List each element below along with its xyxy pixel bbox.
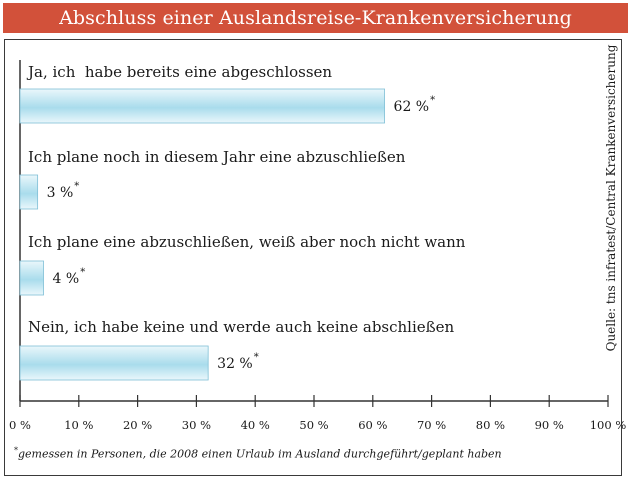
x-tick-label: 0 % (9, 418, 31, 432)
bar (19, 345, 209, 381)
x-tick-label: 10 % (64, 418, 93, 432)
x-tick-label: 80 % (476, 418, 505, 432)
x-tick-label: 90 % (535, 418, 564, 432)
data-label: 4 % (53, 271, 80, 287)
category-label: Ich plane noch in diesem Jahr eine abzus… (28, 148, 406, 166)
bar (19, 88, 385, 124)
x-tick-label: 70 % (417, 418, 446, 432)
category-label: Ja, ich habe bereits eine abgeschlossen (26, 63, 332, 81)
chart-frame (4, 39, 622, 476)
x-tick-label: 60 % (358, 418, 387, 432)
title-bar: Abschluss einer Auslandsreise-Krankenver… (3, 3, 628, 33)
data-label: 32 % (217, 356, 253, 372)
bar (19, 260, 44, 296)
x-tick-label: 100 % (590, 418, 627, 432)
x-tick-label: 50 % (299, 418, 328, 432)
chart-title: Abschluss einer Auslandsreise-Krankenver… (59, 7, 572, 29)
x-tick-label: 20 % (123, 418, 152, 432)
data-label-marker: * (430, 95, 435, 106)
footnote-marker: * (14, 446, 18, 455)
data-label: 3 % (47, 185, 74, 201)
bar (19, 174, 39, 210)
data-label-marker: * (74, 181, 79, 192)
data-label: 62 % (394, 99, 430, 115)
data-label-marker: * (80, 267, 85, 278)
category-label: Ich plane eine abzuschließen, weiß aber … (28, 233, 466, 251)
x-tick-label: 40 % (241, 418, 270, 432)
footnote: *gemessen in Personen, die 2008 einen Ur… (14, 446, 502, 461)
footnote-text: gemessen in Personen, die 2008 einen Url… (18, 447, 502, 461)
data-label-marker: * (254, 352, 259, 363)
source-label: Quelle: tns infratest/Central Krankenver… (604, 44, 618, 352)
x-tick-label: 30 % (182, 418, 211, 432)
category-label: Nein, ich habe keine und werde auch kein… (28, 318, 455, 336)
